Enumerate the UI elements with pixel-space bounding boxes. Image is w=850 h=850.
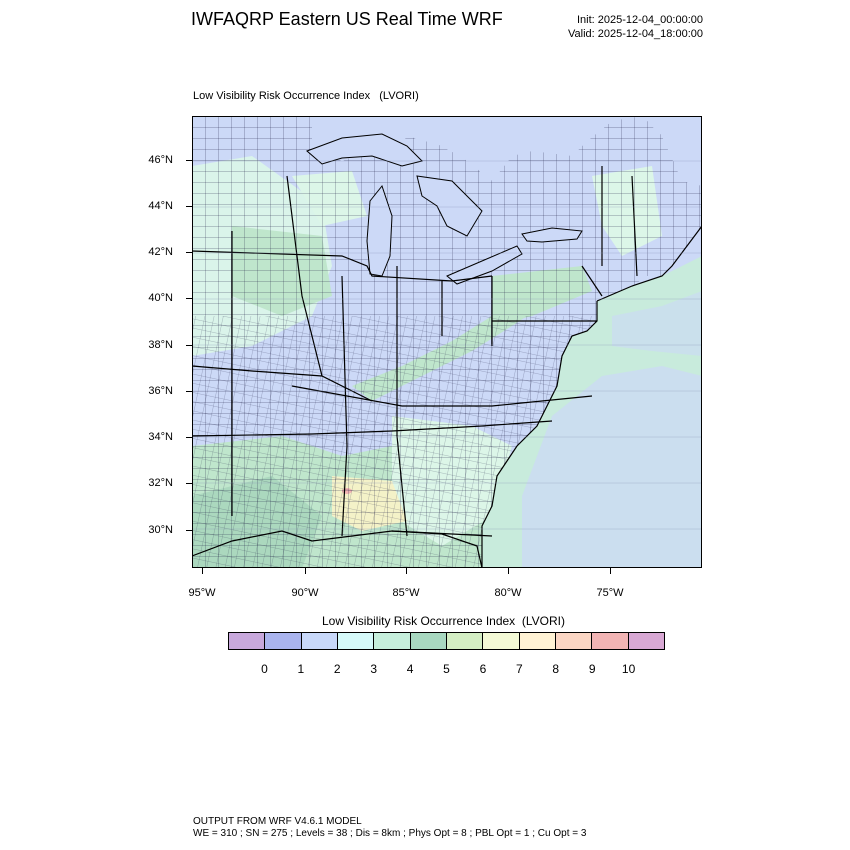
model-footer: OUTPUT FROM WRF V4.6.1 MODEL WE = 310 ; … <box>193 816 586 840</box>
model-config: WE = 310 ; SN = 275 ; Levels = 38 ; Dis … <box>193 828 587 839</box>
lake-huron <box>416 175 483 237</box>
lat-tick <box>186 298 192 299</box>
colorbar-swatch <box>265 633 302 649</box>
lon-label-75w: 75°W <box>596 587 624 599</box>
offshore-zone <box>522 366 702 568</box>
colorbar-swatch <box>555 633 593 649</box>
lat-tick <box>186 437 192 438</box>
lvori-map <box>192 116 702 568</box>
lon-tick <box>406 568 407 574</box>
colorbar-label: 10 <box>621 662 636 676</box>
colorbar-label: 5 <box>443 662 450 676</box>
lat-label-34n: 34°N <box>148 431 173 443</box>
lon-tick <box>508 568 509 574</box>
state-borders <box>192 166 638 537</box>
lat-label-46n: 46°N <box>148 154 173 166</box>
lat-tick <box>186 206 192 207</box>
colorbar-swatch <box>519 633 556 649</box>
main-title: IWFAQRP Eastern US Real Time WRF <box>191 9 503 29</box>
colorbar-label: 3 <box>370 662 377 676</box>
colorbar-swatch <box>301 633 338 649</box>
colorbar-swatch <box>592 633 629 649</box>
plot-title: Low Visibility Risk Occurrence Index (LV… <box>193 90 419 102</box>
colorbar-label: 0 <box>261 662 268 676</box>
lon-tick <box>610 568 611 574</box>
map-canvas <box>192 116 702 568</box>
init-time: Init: 2025-12-04_00:00:00 <box>577 14 703 26</box>
map-border <box>192 116 702 568</box>
colorbar-label: 7 <box>515 662 523 676</box>
colorbar-swatch <box>446 633 484 649</box>
model-version: OUTPUT FROM WRF V4.6.1 MODEL <box>193 816 362 827</box>
lat-label-42n: 42°N <box>148 246 173 258</box>
lat-label-38n: 38°N <box>148 339 173 351</box>
lon-label-90w: 90°W <box>291 587 319 599</box>
gulf-coastline <box>192 530 483 568</box>
lat-label-32n: 32°N <box>148 477 173 489</box>
colorbar-label: 2 <box>333 662 341 676</box>
time-stamps: Init: 2025-12-04_00:00:00 Valid: 2025-12… <box>520 13 703 41</box>
lon-label-80w: 80°W <box>494 587 522 599</box>
colorbar-swatch <box>229 633 266 649</box>
colorbar-swatch <box>483 633 520 649</box>
lat-label-40n: 40°N <box>148 292 173 304</box>
colorbar-label: 6 <box>479 662 487 676</box>
lat-tick <box>186 160 192 161</box>
lake-erie <box>446 245 523 285</box>
lat-label-44n: 44°N <box>148 200 173 212</box>
lat-tick <box>186 530 192 531</box>
colorbar-swatch <box>410 633 447 649</box>
lon-label-85w: 85°W <box>392 587 420 599</box>
offshore-zone-2 <box>612 291 702 356</box>
lat-tick <box>186 252 192 253</box>
lat-tick <box>186 483 192 484</box>
colorbar-title: Low Visibility Risk Occurrence Index (LV… <box>322 614 565 628</box>
colorbar-label: 9 <box>588 662 596 676</box>
colorbar-label: 4 <box>406 662 414 676</box>
coastline <box>481 225 702 568</box>
colorbar <box>228 632 665 650</box>
valid-time: Valid: 2025-12-04_18:00:00 <box>568 28 703 40</box>
colorbar-swatch <box>628 633 664 649</box>
lon-tick <box>305 568 306 574</box>
lake-michigan <box>366 184 393 277</box>
lake-ontario <box>521 227 583 243</box>
lon-label-95w: 95°W <box>188 587 216 599</box>
colorbar-swatch <box>337 633 375 649</box>
colorbar-label: 8 <box>552 662 560 676</box>
lon-tick <box>202 568 203 574</box>
lat-tick <box>186 391 192 392</box>
lat-label-30n: 30°N <box>148 524 173 536</box>
lat-tick <box>186 345 192 346</box>
graticule <box>192 160 702 530</box>
colorbar-swatch <box>374 633 411 649</box>
colorbar-label: 1 <box>297 662 305 676</box>
lat-label-36n: 36°N <box>148 385 173 397</box>
